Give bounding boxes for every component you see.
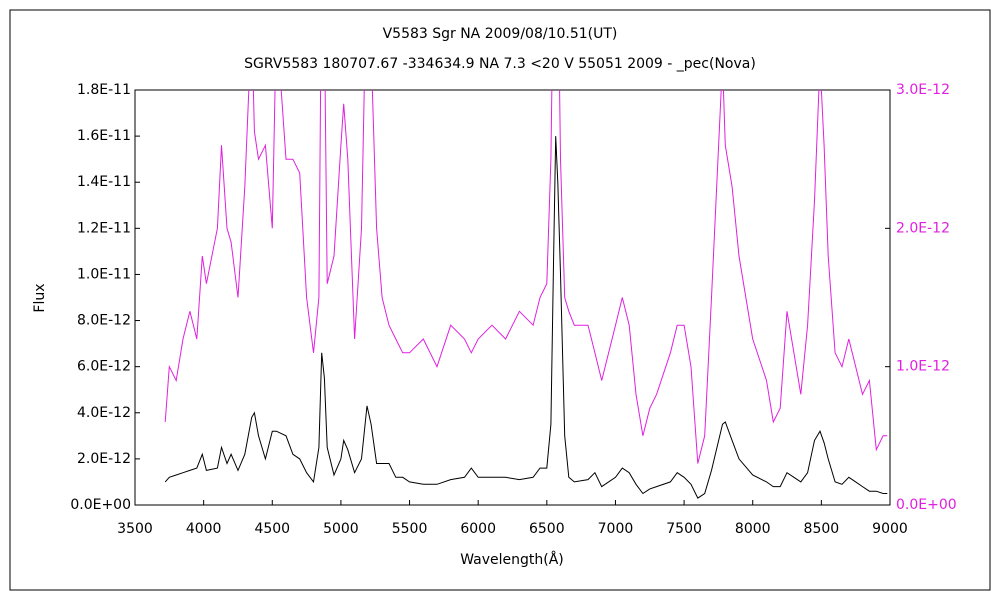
- x-axis-label: Wavelength(Å): [460, 551, 564, 568]
- y-tick-label: 1.8E-11: [77, 82, 131, 98]
- x-tick-label: 5000: [323, 521, 359, 537]
- chart-border: [9, 9, 991, 591]
- series-line: [164, 90, 888, 464]
- x-tick-label: 4000: [186, 521, 222, 537]
- y2-tick-label: 2.0E-12: [896, 220, 950, 236]
- y-tick-label: 1.6E-11: [77, 128, 131, 144]
- x-tick-label: 3500: [117, 521, 153, 537]
- x-tick-label: 6000: [460, 521, 496, 537]
- x-tick-label: 8000: [735, 521, 771, 537]
- y2-tick-label: 3.0E-12: [896, 82, 950, 98]
- series-line: [164, 136, 888, 499]
- y-tick-label: 8.0E-12: [77, 313, 131, 329]
- x-tick-label: 5500: [392, 521, 428, 537]
- y-axis-label: Flux: [32, 283, 48, 312]
- plot-frame: [134, 89, 891, 506]
- y2-tick-label: 1.0E-12: [896, 359, 950, 375]
- x-tick-label: 8500: [804, 521, 840, 537]
- y-tick-label: 2.0E-12: [77, 451, 131, 467]
- x-tick-label: 7500: [666, 521, 702, 537]
- y2-tick-label: 0.0E+00: [896, 497, 957, 513]
- chart-subtitle: SGRV5583 180707.67 -334634.9 NA 7.3 <20 …: [244, 56, 756, 72]
- y-tick-label: 1.4E-11: [77, 174, 131, 190]
- y-tick-label: 1.2E-11: [77, 220, 131, 236]
- chart-title: V5583 Sgr NA 2009/08/10.51(UT): [383, 26, 618, 42]
- x-tick-label: 6500: [529, 521, 565, 537]
- x-tick-label: 4500: [254, 521, 290, 537]
- y-tick-label: 0.0E+00: [70, 497, 131, 513]
- y-tick-label: 1.0E-11: [77, 266, 131, 282]
- x-tick-label: 9000: [872, 521, 908, 537]
- y-tick-label: 6.0E-12: [77, 359, 131, 375]
- x-tick-label: 7000: [598, 521, 634, 537]
- y-tick-label: 4.0E-12: [77, 405, 131, 421]
